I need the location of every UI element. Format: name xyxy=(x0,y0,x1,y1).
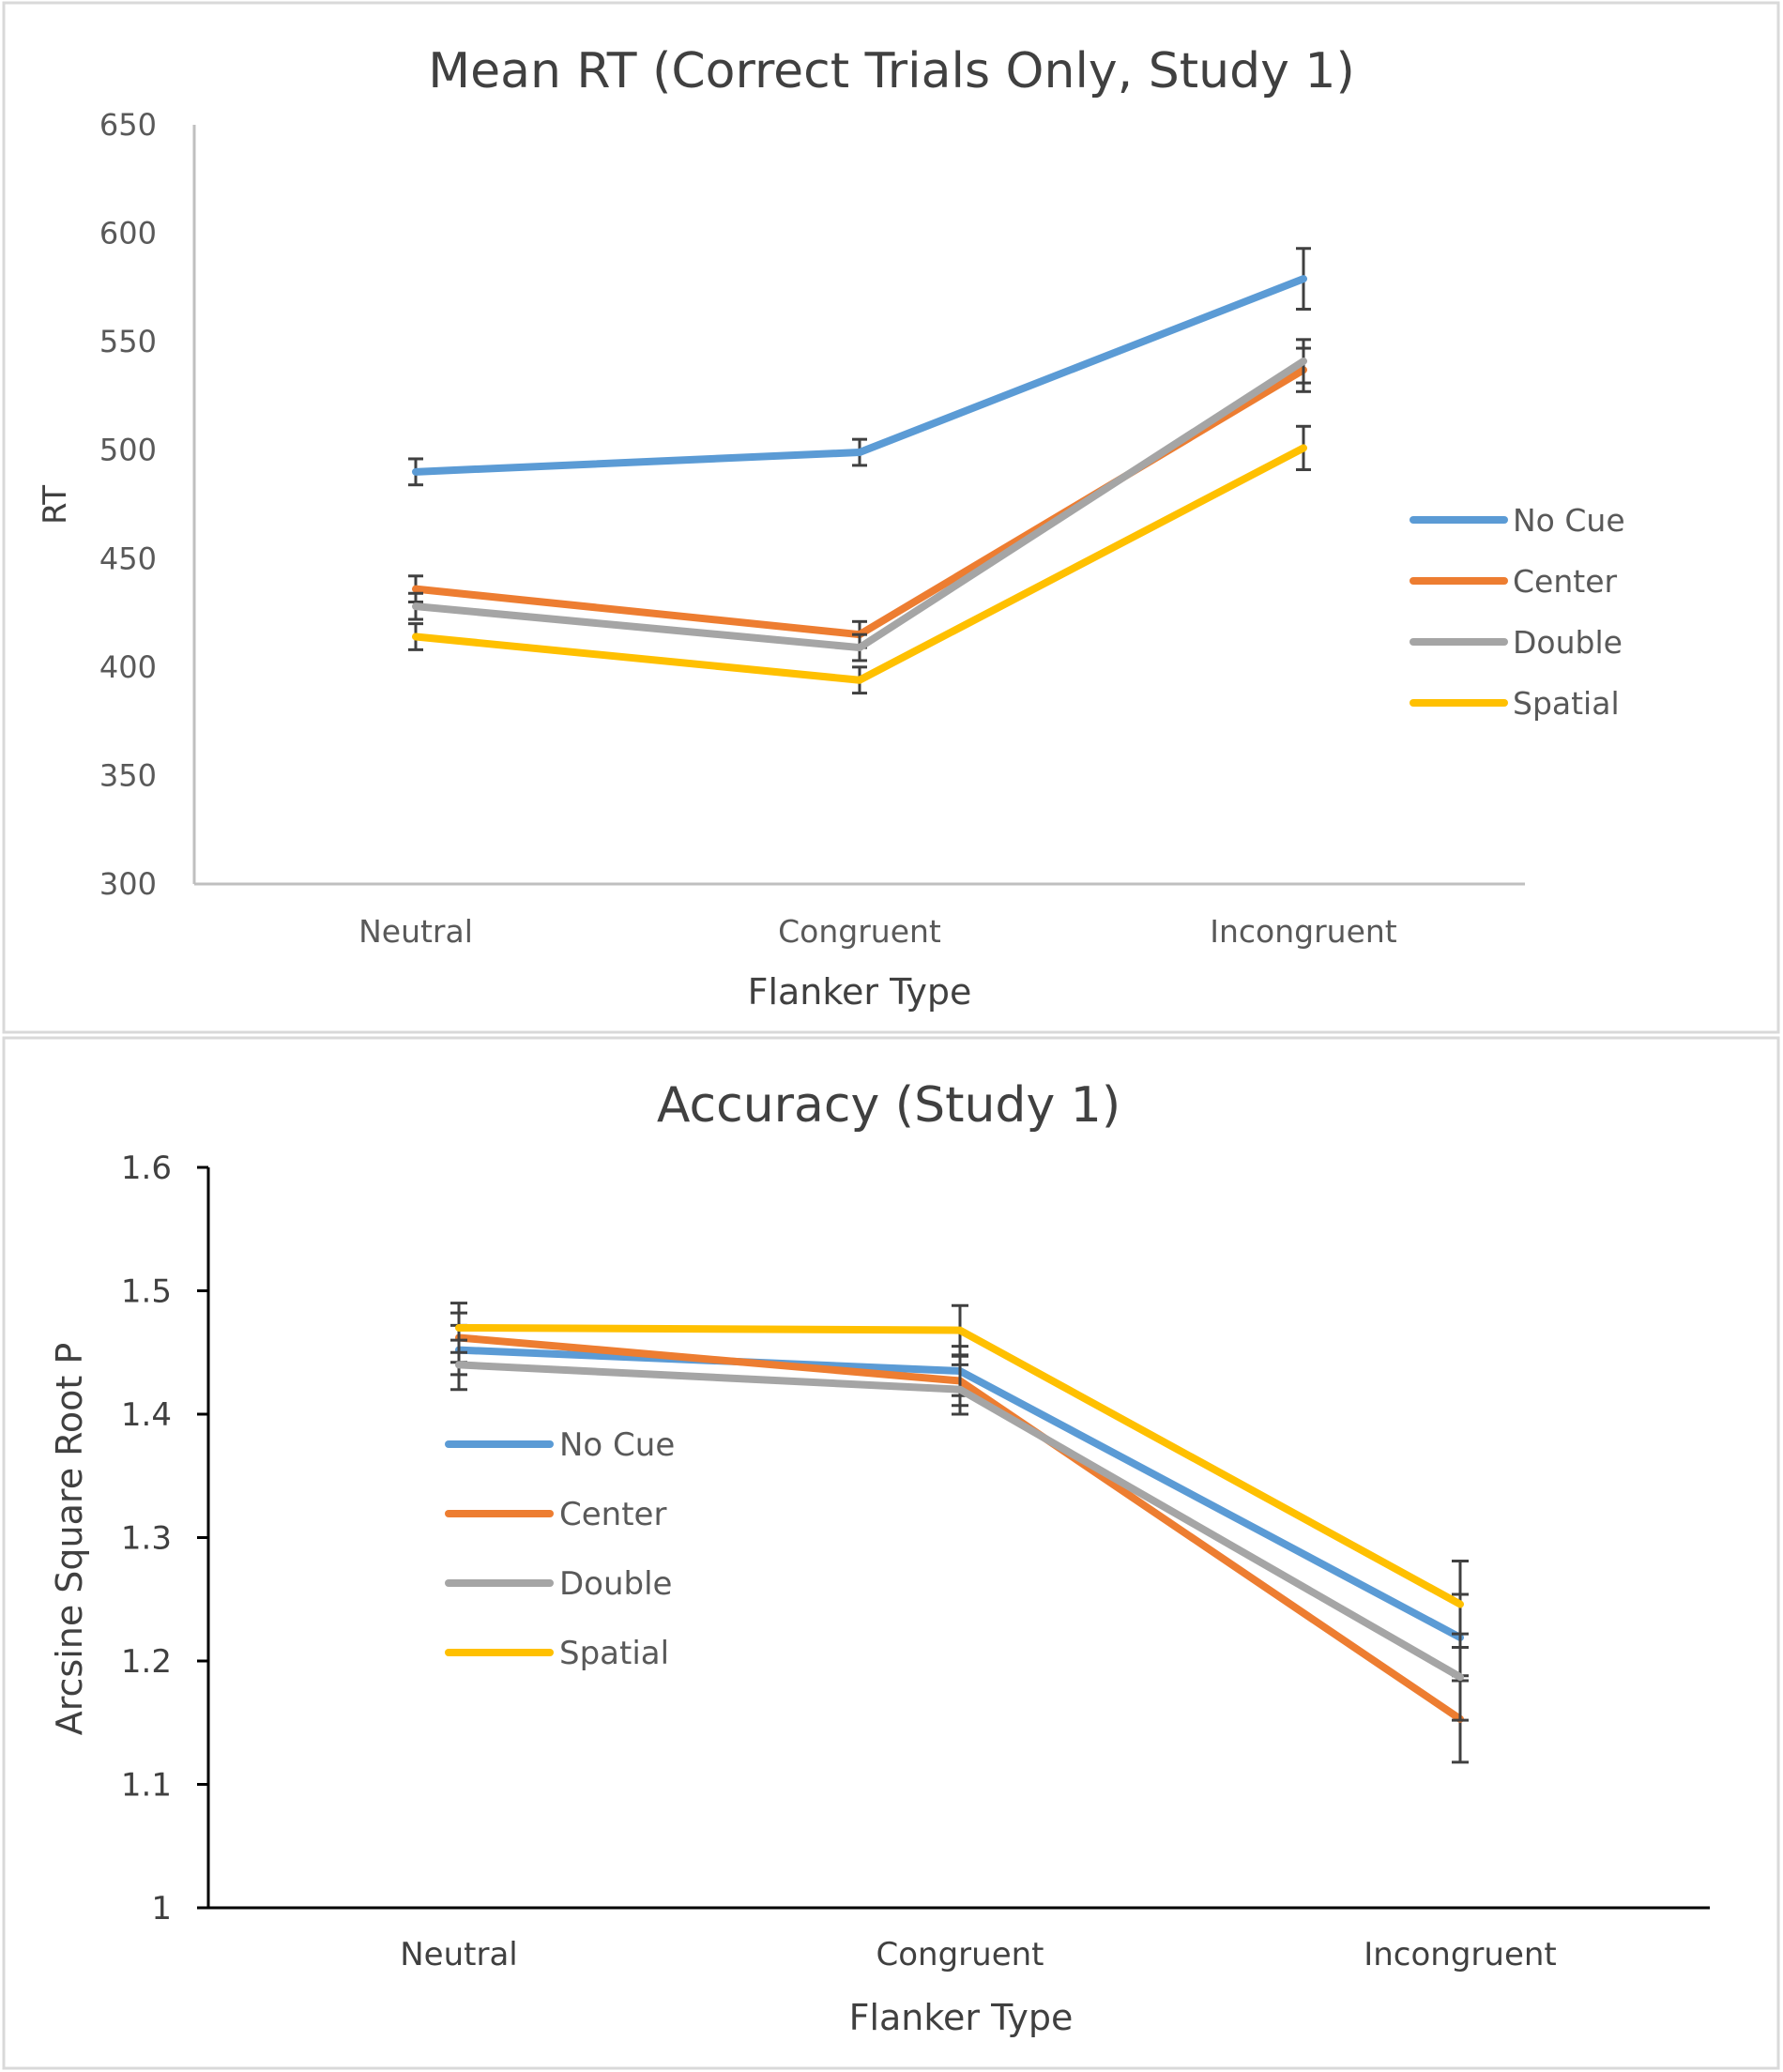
rt-legend-label: No Cue xyxy=(1513,502,1625,539)
accuracy-y-tick-label: 1.2 xyxy=(121,1643,172,1681)
rt-legend-label: Center xyxy=(1513,563,1618,600)
rt-series-no-cue xyxy=(408,247,1311,487)
rt-y-tick-label: 650 xyxy=(99,107,157,143)
accuracy-legend-label: Center xyxy=(559,1496,666,1533)
rt-y-axis-label: RT xyxy=(37,485,74,525)
rt-y-tick-label: 400 xyxy=(99,649,157,685)
rt-y-tick-label: 550 xyxy=(99,324,157,359)
rt-x-tick-labels: Neutral Congruent Incongruent xyxy=(358,913,1397,950)
rt-legend-item-no-cue: No Cue xyxy=(1410,502,1625,539)
rt-legend-label: Spatial xyxy=(1513,685,1620,722)
rt-series-spatial xyxy=(408,424,1311,695)
rt-x-axis-label: Flanker Type xyxy=(748,971,972,1013)
rt-legend-item-spatial: Spatial xyxy=(1410,685,1620,722)
rt-series-double xyxy=(408,338,1311,663)
accuracy-legend-label: No Cue xyxy=(559,1426,675,1464)
rt-legend-item-center: Center xyxy=(1410,563,1618,600)
accuracy-legend-label: Double xyxy=(559,1565,672,1603)
accuracy-x-tick-label: Congruent xyxy=(876,1936,1044,1973)
rt-y-tick-labels: 300 350 400 450 500 550 600 650 xyxy=(99,107,157,902)
accuracy-legend-item-double: Double xyxy=(445,1565,672,1603)
accuracy-x-tick-labels: Neutral Congruent Incongruent xyxy=(400,1936,1557,1973)
accuracy-series-spatial xyxy=(450,1302,1469,1650)
rt-x-tick-label: Incongruent xyxy=(1210,913,1397,950)
accuracy-y-tick-label: 1.6 xyxy=(121,1150,172,1187)
accuracy-x-tick-label: Neutral xyxy=(400,1936,518,1973)
rt-y-tick-label: 500 xyxy=(99,433,157,468)
accuracy-y-tick-labels: 1 1.1 1.2 1.3 1.4 1.5 1.6 xyxy=(121,1150,208,1927)
accuracy-chart-title: Accuracy (Study 1) xyxy=(657,1077,1120,1134)
accuracy-y-tick-label: 1.1 xyxy=(121,1767,172,1805)
accuracy-y-tick-label: 1.5 xyxy=(121,1273,172,1311)
accuracy-legend-label: Spatial xyxy=(559,1635,669,1672)
rt-x-tick-label: Congruent xyxy=(778,913,941,950)
accuracy-y-axis-label: Arcsine Square Root P xyxy=(49,1343,90,1736)
accuracy-y-tick-label: 1 xyxy=(151,1890,172,1927)
rt-legend-label: Double xyxy=(1513,624,1623,661)
accuracy-series-group xyxy=(450,1302,1469,1764)
rt-legend-item-double: Double xyxy=(1410,624,1623,661)
accuracy-chart-border xyxy=(2,1036,1780,2070)
rt-chart-title: Mean RT (Correct Trials Only, Study 1) xyxy=(428,43,1355,99)
rt-legend: No Cue Center Double Spatial xyxy=(1410,502,1625,722)
accuracy-chart-panel: Accuracy (Study 1) Arcsine Square Root P… xyxy=(2,1036,1780,2070)
rt-y-tick-label: 600 xyxy=(99,216,157,251)
rt-x-tick-label: Neutral xyxy=(358,913,473,950)
accuracy-x-tick-label: Incongruent xyxy=(1364,1936,1557,1973)
accuracy-legend-item-spatial: Spatial xyxy=(445,1635,669,1672)
rt-y-tick-label: 300 xyxy=(99,866,157,902)
accuracy-y-tick-label: 1.4 xyxy=(121,1396,172,1434)
accuracy-legend-item-no-cue: No Cue xyxy=(445,1426,675,1464)
rt-chart-panel: Mean RT (Correct Trials Only, Study 1) R… xyxy=(2,1,1780,1034)
accuracy-legend: No Cue Center Double Spatial xyxy=(445,1426,675,1672)
rt-y-tick-label: 350 xyxy=(99,757,157,793)
accuracy-legend-item-center: Center xyxy=(445,1496,666,1533)
rt-y-tick-label: 450 xyxy=(99,541,157,576)
accuracy-y-tick-label: 1.3 xyxy=(121,1520,172,1558)
accuracy-x-axis-label: Flanker Type xyxy=(849,1997,1074,2038)
rt-series-group xyxy=(408,247,1311,695)
